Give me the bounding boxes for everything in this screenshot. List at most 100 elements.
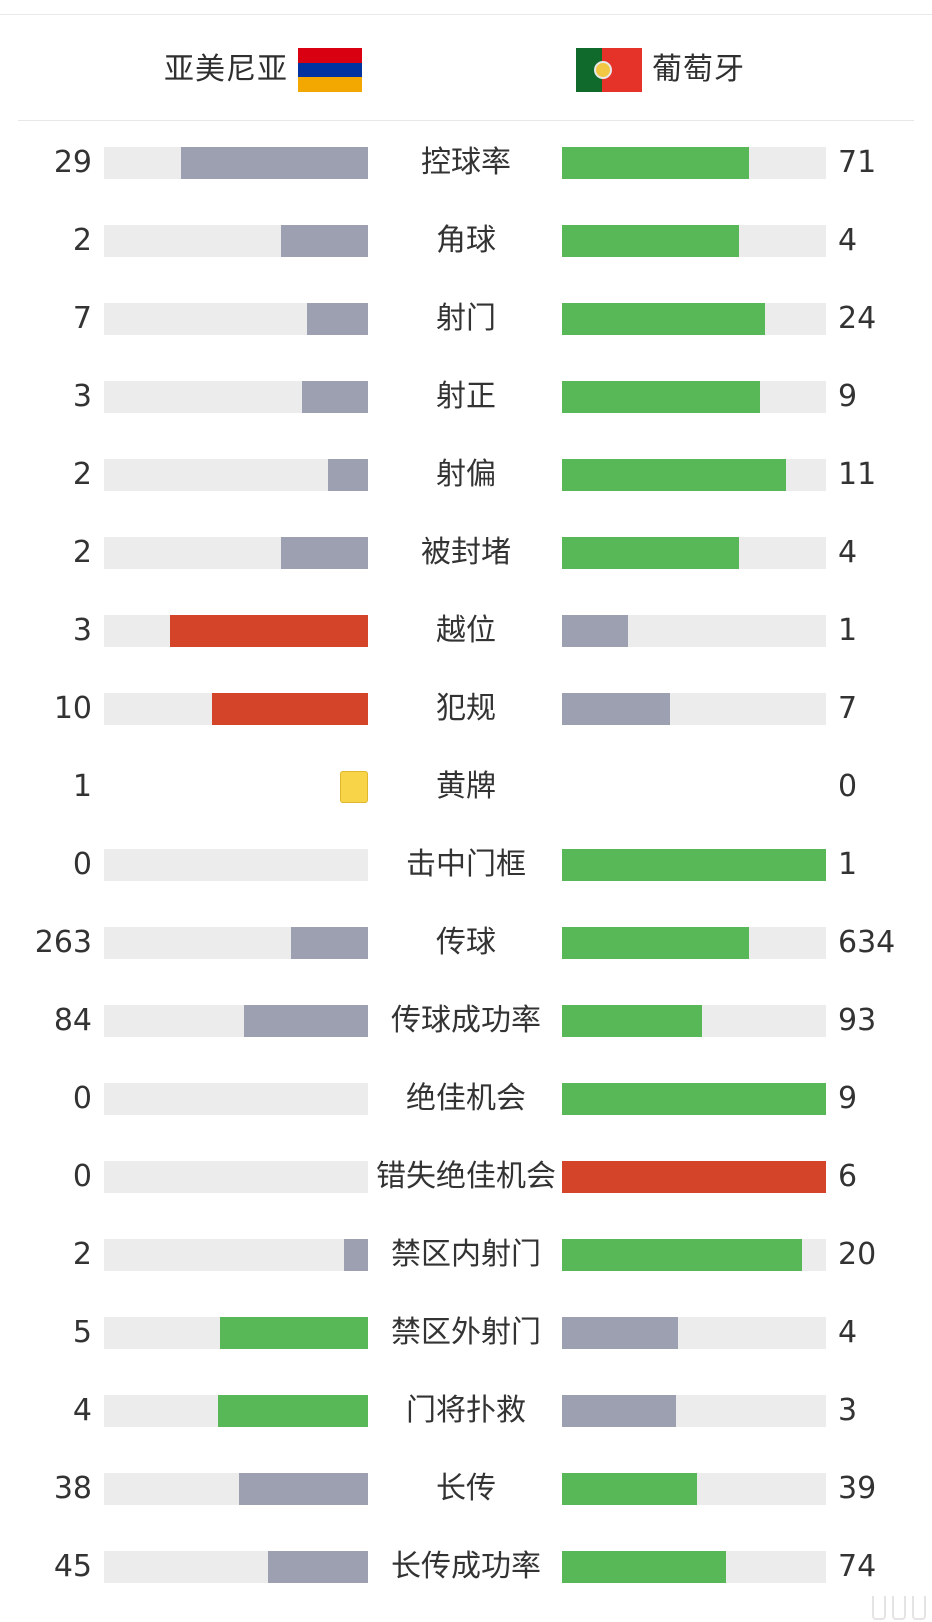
stat-label: 被封堵	[421, 535, 511, 570]
home-stat-bar-fill	[281, 225, 368, 257]
home-team[interactable]: 亚美尼亚	[164, 48, 362, 93]
away-stat-bar	[562, 225, 826, 257]
home-stat-bar	[104, 771, 368, 803]
yellow-card-icon	[340, 771, 368, 803]
away-stat-value: 0	[838, 769, 858, 804]
away-stat-bar-fill	[562, 1317, 678, 1349]
away-stat-value: 11	[838, 457, 877, 492]
away-stat-bar	[562, 615, 826, 647]
away-stat-bar-fill	[562, 537, 739, 569]
flag-stripe-orange	[298, 77, 362, 93]
stat-label: 绝佳机会	[406, 1081, 526, 1116]
stat-label: 传球	[436, 925, 496, 960]
away-stat-bar-fill	[562, 849, 826, 881]
stat-row: 0 绝佳机会 9	[0, 1060, 932, 1138]
home-stat-value: 38	[53, 1471, 92, 1506]
away-stat-bar	[562, 1005, 826, 1037]
home-stat-value: 3	[72, 379, 92, 414]
home-stat-value: 5	[72, 1315, 92, 1350]
stat-row: 4 门将扑救 3	[0, 1372, 932, 1450]
stat-label: 越位	[436, 613, 496, 648]
away-stat-value: 9	[838, 1081, 858, 1116]
away-stat-bar-fill	[562, 381, 760, 413]
away-stat-value: 4	[838, 535, 858, 570]
stat-label: 长传	[436, 1471, 496, 1506]
stat-label: 禁区内射门	[391, 1237, 541, 1272]
away-stat-bar	[562, 1395, 826, 1427]
away-stat-bar	[562, 303, 826, 335]
stat-row: 2 射偏 11	[0, 436, 932, 514]
away-stat-value: 71	[838, 145, 877, 180]
away-stat-value: 39	[838, 1471, 877, 1506]
away-stat-value: 4	[838, 1315, 858, 1350]
stat-label: 角球	[436, 223, 496, 258]
stat-label: 长传成功率	[391, 1549, 541, 1584]
flag-stripe-blue	[298, 62, 362, 78]
header-divider	[18, 120, 914, 121]
away-stat-bar	[562, 1083, 826, 1115]
away-stat-bar-fill	[562, 1083, 826, 1115]
away-team-name: 葡萄牙	[652, 52, 745, 87]
home-stat-bar	[104, 1161, 368, 1193]
home-stat-value: 2	[72, 1237, 92, 1272]
home-stat-bar	[104, 1083, 368, 1115]
home-stat-bar-fill	[239, 1473, 368, 1505]
home-stat-value: 29	[53, 145, 92, 180]
home-stat-bar-fill	[244, 1005, 368, 1037]
home-stat-bar-fill	[212, 693, 368, 725]
away-team[interactable]: 葡萄牙	[576, 48, 745, 92]
home-stat-bar-fill	[181, 147, 368, 179]
away-stat-bar-fill	[562, 615, 628, 647]
home-stat-bar	[104, 1005, 368, 1037]
top-divider	[0, 14, 932, 15]
home-stat-value: 7	[72, 301, 92, 336]
stat-row: 3 越位 1	[0, 592, 932, 670]
away-stat-bar	[562, 1317, 826, 1349]
home-stat-value: 1	[72, 769, 92, 804]
stats-list: 29 控球率 71 2 角球 4 7 射门 24 3 射正 9 2 射偏 11 2 被封堵 4 3 越位 1 10 犯规 7 1…	[0, 124, 932, 1606]
stat-label: 犯规	[436, 691, 496, 726]
home-stat-bar-fill	[328, 459, 368, 491]
away-stat-bar	[562, 849, 826, 881]
stat-label: 传球成功率	[391, 1003, 541, 1038]
away-stat-bar-fill	[562, 1473, 697, 1505]
stat-label: 门将扑救	[406, 1393, 526, 1428]
away-stat-bar	[562, 693, 826, 725]
home-stat-bar	[104, 693, 368, 725]
away-stat-value: 74	[838, 1549, 877, 1584]
home-stat-bar	[104, 1551, 368, 1583]
stat-row: 0 错失绝佳机会 6	[0, 1138, 932, 1216]
away-stat-bar-fill	[562, 693, 670, 725]
away-stat-value: 9	[838, 379, 858, 414]
stat-row: 7 射门 24	[0, 280, 932, 358]
away-stat-value: 3	[838, 1393, 858, 1428]
stat-row: 3 射正 9	[0, 358, 932, 436]
away-stat-bar	[562, 537, 826, 569]
home-stat-bar-fill	[281, 537, 368, 569]
home-stat-bar-fill	[302, 381, 368, 413]
stat-row: 45 长传成功率 74	[0, 1528, 932, 1606]
home-stat-bar	[104, 459, 368, 491]
away-stat-bar	[562, 1239, 826, 1271]
away-stat-value: 7	[838, 691, 858, 726]
stat-label: 控球率	[421, 145, 511, 180]
home-stat-bar-fill	[268, 1551, 368, 1583]
flag-emblem-icon	[594, 61, 612, 79]
home-stat-value: 4	[72, 1393, 92, 1428]
stat-label: 击中门框	[406, 847, 526, 882]
away-stat-bar-fill	[562, 147, 749, 179]
flag-stripe-red	[298, 48, 362, 63]
home-stat-value: 0	[72, 1081, 92, 1116]
home-stat-bar-fill	[220, 1317, 368, 1349]
away-stat-bar	[562, 927, 826, 959]
away-stat-bar-fill	[562, 1551, 726, 1583]
home-stat-value: 263	[34, 925, 92, 960]
stat-row: 2 角球 4	[0, 202, 932, 280]
stat-row: 0 击中门框 1	[0, 826, 932, 904]
away-stat-bar-fill	[562, 459, 786, 491]
home-stat-bar	[104, 225, 368, 257]
away-stat-value: 1	[838, 613, 858, 648]
stat-row: 38 长传 39	[0, 1450, 932, 1528]
home-stat-bar	[104, 537, 368, 569]
home-stat-value: 0	[72, 847, 92, 882]
